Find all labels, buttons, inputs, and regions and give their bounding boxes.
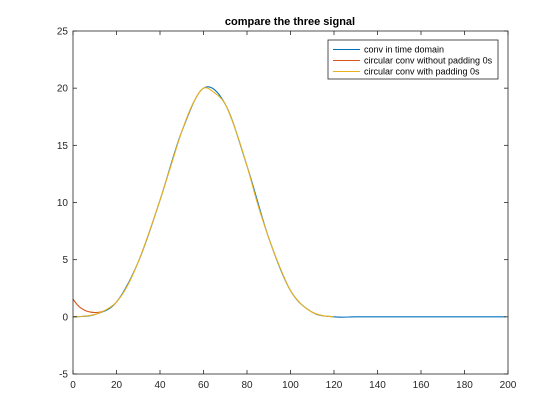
chart-title: compare the three signal	[225, 16, 355, 28]
y-tick-label: 10	[57, 198, 69, 209]
legend-entry-label: circular conv without padding 0s	[364, 56, 493, 66]
x-tick-label: 180	[456, 380, 473, 391]
x-tick-label: 20	[111, 380, 123, 391]
x-tick-label: 80	[241, 380, 253, 391]
y-tick-label: 20	[57, 84, 69, 95]
x-tick-label: 60	[198, 380, 210, 391]
legend-entry-label: conv in time domain	[364, 45, 444, 55]
x-tick-label: 40	[154, 380, 166, 391]
legend-box	[327, 39, 499, 80]
y-tick-label: -5	[59, 370, 68, 381]
x-tick-label: 120	[326, 380, 343, 391]
plot-area	[73, 31, 508, 374]
x-tick-label: 200	[500, 380, 517, 391]
series-line-3	[72, 87, 335, 318]
y-tick-label: 15	[57, 141, 69, 152]
y-tick-label: 0	[62, 312, 68, 323]
x-tick-label: 100	[282, 380, 299, 391]
x-tick-label: 160	[413, 380, 430, 391]
series-line-2	[72, 298, 104, 314]
x-tick-label: 0	[70, 380, 76, 391]
y-tick-label: 5	[62, 255, 68, 266]
x-tick-label: 140	[369, 380, 386, 391]
legend-entry-label: circular conv with padding 0s	[364, 67, 480, 77]
series-group	[72, 86, 506, 318]
y-tick-label: 25	[57, 27, 69, 38]
